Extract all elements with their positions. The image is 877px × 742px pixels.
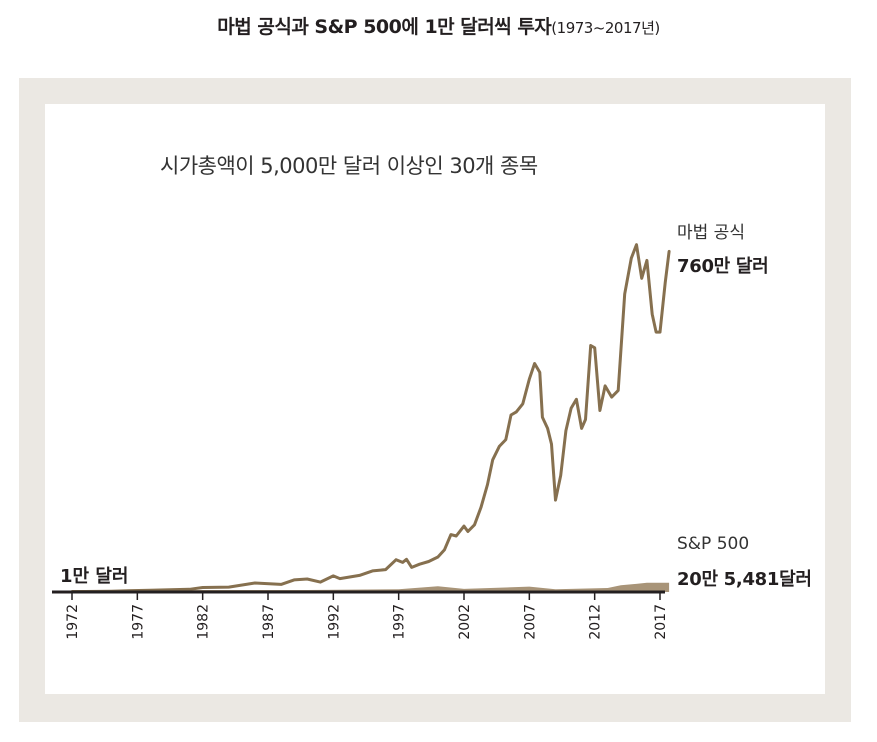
magic-formula-legend-name: 마법 공식 bbox=[677, 223, 745, 243]
sp500-series bbox=[72, 582, 670, 592]
sp500-area bbox=[72, 582, 670, 592]
start-value-label: 1만 달러 bbox=[60, 566, 129, 587]
page-title: 마법 공식과 S&P 500에 1만 달러씩 투자(1973~2017년) bbox=[0, 12, 877, 39]
sp500-legend-name: S&P 500 bbox=[677, 534, 750, 554]
sp500-end-value: 20만 5,481달러 bbox=[677, 569, 812, 590]
chart-subtitle: 시가총액이 5,000만 달러 이상인 30개 종목 bbox=[160, 154, 538, 178]
magic-formula-end-value: 760만 달러 bbox=[677, 256, 769, 277]
x-tick-label: 2002 bbox=[457, 604, 473, 640]
magic-formula-series bbox=[70, 243, 671, 594]
x-tick-label: 2017 bbox=[653, 604, 669, 640]
x-tick-label: 1987 bbox=[261, 604, 277, 640]
x-tick-label: 1997 bbox=[392, 604, 408, 640]
x-tick-label: 2007 bbox=[522, 604, 538, 640]
x-tick-label: 2012 bbox=[588, 604, 604, 640]
title-years: (1973~2017년) bbox=[551, 19, 660, 37]
x-tick-label: 1972 bbox=[65, 604, 81, 640]
chart-panel bbox=[45, 104, 825, 694]
x-tick-label: 1977 bbox=[130, 604, 146, 640]
magic-formula-line bbox=[70, 243, 671, 594]
title-text: 마법 공식과 S&P 500에 1만 달러씩 투자 bbox=[217, 16, 552, 38]
x-tick-label: 1992 bbox=[326, 604, 342, 640]
x-tick-label: 1982 bbox=[196, 604, 212, 640]
x-axis: 1972 1977 1982 1987 1992 1997 2002 2007 2012 2017 bbox=[52, 590, 669, 640]
